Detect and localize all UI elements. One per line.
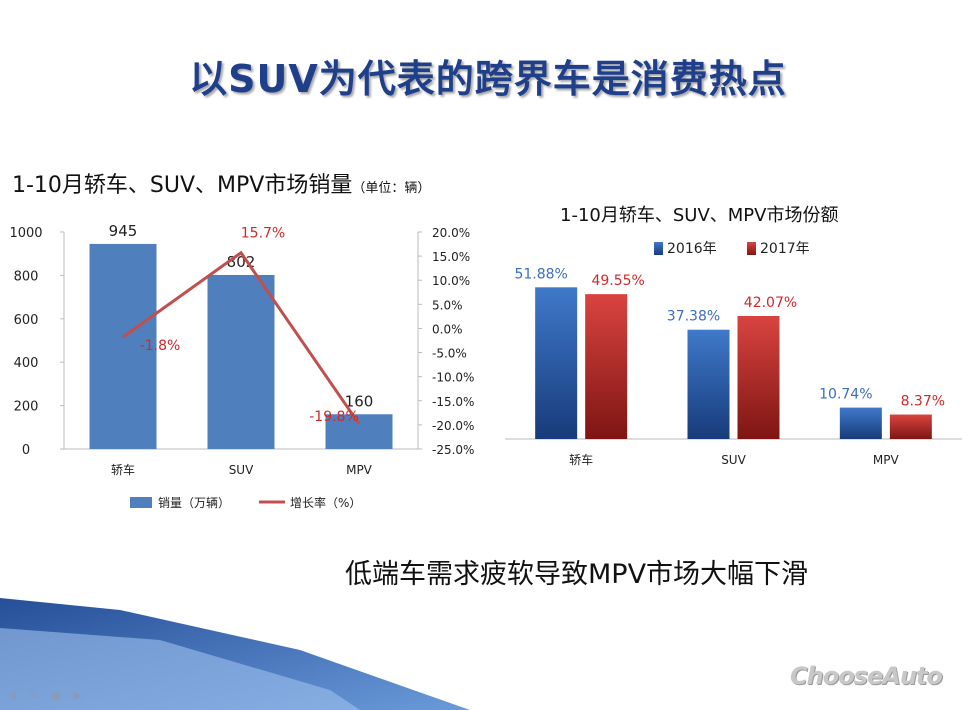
- sales-y2-tick-label: -20.0%: [432, 419, 474, 433]
- share-bar: [535, 287, 578, 439]
- sales-y-tick-label: 400: [14, 356, 39, 371]
- sales-chart-title: 1-10月轿车、SUV、MPV市场销量（单位：辆）: [12, 167, 430, 199]
- share-chart: 2016年 2017年 51.88% 49.55% 轿车 37.38% 42.07% SUV 1…: [505, 241, 962, 467]
- sales-y2-tick-label: -25.0%: [432, 443, 474, 457]
- sales-chart: 0 200 400 600 800 1000 20.0% 15.0% 10.0% 5.0% 0.0%…: [9, 222, 474, 510]
- sales-category-label: SUV: [229, 463, 254, 477]
- sales-y-tick-label: 1000: [9, 226, 42, 241]
- share-bar: [585, 294, 628, 439]
- legend-sales-swatch: [130, 497, 152, 508]
- sales-y-tick-label: 0: [22, 443, 30, 458]
- share-bar: [889, 414, 932, 439]
- sales-bar: [89, 243, 157, 449]
- sales-chart-title-text: 1-10月轿车、SUV、MPV市场销量: [12, 173, 353, 198]
- growth-rate-label: 15.7%: [241, 226, 285, 242]
- share-bar-value-label: 37.38%: [667, 309, 720, 325]
- share-bar: [737, 316, 780, 439]
- sales-bar: [207, 274, 275, 449]
- sales-y-tick-label: 200: [14, 400, 39, 415]
- next-icon[interactable]: ▶: [73, 689, 83, 702]
- slideshow-toolbar: ◀ ✎ ▣ ▶: [6, 690, 84, 702]
- share-legend-swatch: [654, 242, 663, 255]
- sales-y-tick-label: 600: [14, 313, 39, 328]
- share-bar-value-label: 42.07%: [744, 295, 797, 311]
- growth-rate-label: -1.8%: [140, 338, 181, 354]
- slide-title: 以SUV为代表的跨界车是消费热点: [189, 57, 787, 101]
- share-legend-label: 2017年: [760, 241, 810, 257]
- share-legend-label: 2016年: [667, 241, 717, 257]
- sales-y2-tick-label: 20.0%: [432, 226, 470, 240]
- sales-y2-tick-label: 15.0%: [432, 250, 470, 264]
- growth-rate-line: [122, 250, 361, 425]
- legend-growth-label: 增长率（%）: [290, 495, 361, 510]
- sales-chart-unit: （单位：辆）: [352, 181, 431, 196]
- share-category-label: 轿车: [569, 452, 593, 467]
- share-chart-title: 1-10月轿车、SUV、MPV市场份额: [560, 205, 839, 226]
- sales-category-label: 轿车: [111, 462, 135, 477]
- sales-bar-value-label: 160: [345, 392, 374, 410]
- decorative-corner-highlight: [0, 628, 360, 710]
- growth-rate-label: -19.8%: [309, 409, 359, 425]
- pen-icon[interactable]: ✎: [29, 689, 39, 702]
- share-bar: [687, 329, 730, 439]
- sales-category-label: MPV: [346, 463, 373, 477]
- slides-icon[interactable]: ▣: [50, 689, 62, 702]
- share-category-label: SUV: [721, 453, 746, 467]
- share-bar-value-label: 49.55%: [591, 273, 644, 289]
- share-bar-value-label: 10.74%: [819, 387, 872, 403]
- sales-y2-tick-label: -15.0%: [432, 395, 474, 409]
- sales-bar: [325, 414, 393, 449]
- share-category-label: MPV: [873, 453, 900, 467]
- share-bar-value-label: 8.37%: [901, 394, 945, 410]
- sales-bar-value-label: 945: [109, 222, 138, 240]
- sales-y2-tick-label: -10.0%: [432, 371, 474, 385]
- sales-y2-tick-label: -5.0%: [432, 347, 467, 361]
- sales-y2-tick-label: 10.0%: [432, 274, 470, 288]
- sales-y-tick-label: 800: [14, 269, 39, 284]
- chooseauto-logo: ChooseAuto: [790, 662, 943, 690]
- share-legend-swatch: [747, 242, 756, 255]
- share-bar: [839, 407, 882, 439]
- slide-caption: 低端车需求疲软导致MPV市场大幅下滑: [345, 559, 809, 590]
- share-bar-value-label: 51.88%: [514, 266, 567, 282]
- sales-y2-tick-label: 0.0%: [432, 322, 463, 336]
- sales-y2-tick-label: 5.0%: [432, 298, 463, 312]
- legend-sales-label: 销量（万辆）: [158, 496, 230, 510]
- previous-icon[interactable]: ◀: [7, 689, 17, 702]
